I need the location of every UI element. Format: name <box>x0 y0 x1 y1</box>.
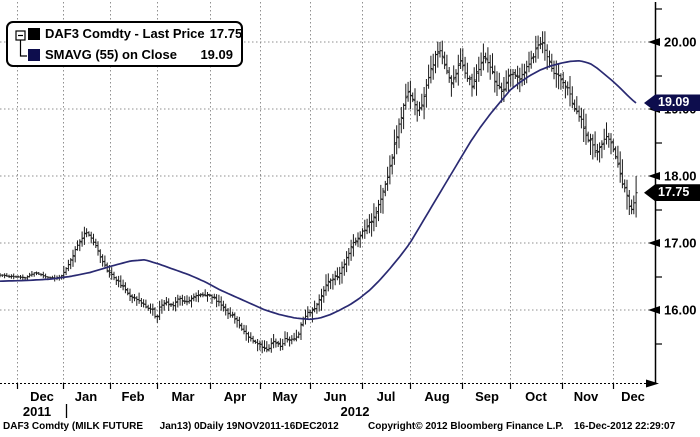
x-axis-year-label: 2011 <box>23 404 51 419</box>
x-axis-month-label: Jun <box>323 389 346 404</box>
smavg-line-path <box>0 59 637 321</box>
y-major-tick-arrow-icon <box>648 172 660 180</box>
x-axis-month-label: May <box>272 389 298 404</box>
footer-copyright: Copyright© 2012 Bloomberg Finance L.P. <box>368 421 564 432</box>
x-axis-arrow-icon <box>646 379 659 388</box>
x-axis-month-label: Nov <box>574 389 599 404</box>
last-price-badge: 17.75 <box>644 184 700 202</box>
x-axis-month-label: Oct <box>525 389 547 404</box>
y-major-tick-arrow-icon <box>648 38 660 46</box>
legend-value: 17.75 <box>209 26 243 41</box>
last-price-swatch <box>28 27 40 40</box>
y-axis-tick-label: 17.00 <box>664 236 697 251</box>
y-axis-tick-label: 20.00 <box>664 35 697 50</box>
smavg-line <box>0 59 637 321</box>
gridlines <box>0 2 655 383</box>
x-axis-month-label: Apr <box>224 389 246 404</box>
legend-value: 19.09 <box>200 47 233 62</box>
y-major-tick-arrow-icon <box>648 239 660 247</box>
smavg-swatch <box>28 48 40 61</box>
ohlc-bars <box>0 31 638 354</box>
legend-tree-expander-icon[interactable] <box>11 23 31 65</box>
legend-label: DAF3 Comdty - Last Price <box>45 26 205 41</box>
legend-row-last-price: DAF3 Comdty - Last Price 17.75 <box>8 23 243 44</box>
smavg-price-badge: 19.09 <box>644 94 700 112</box>
y-axis-tick-label: 16.00 <box>664 303 697 318</box>
x-axis-month-label: Dec <box>621 389 645 404</box>
ohlc-bars-path <box>0 31 638 354</box>
footer-timestamp: 16-Dec-2012 22:29:07 <box>574 421 676 432</box>
x-axis-month-label: Feb <box>121 389 144 404</box>
chart-legend[interactable]: DAF3 Comdty - Last Price 17.75 SMAVG (55… <box>6 21 243 67</box>
x-axis-month-label: Mar <box>171 389 194 404</box>
x-axis-year-label: 2012 <box>341 404 370 419</box>
x-axis-month-label: Dec <box>30 389 54 404</box>
legend-label: SMAVG (55) on Close <box>45 47 177 62</box>
footer-security-info: DAF3 Comdty (MILK FUTURE Jan13) 0Daily 1… <box>3 421 339 432</box>
x-axis-month-label: Jul <box>377 389 396 404</box>
legend-row-smavg: SMAVG (55) on Close 19.09 <box>8 44 241 65</box>
x-axis-month-label: Jan <box>75 389 97 404</box>
y-axis-tick-label: 18.00 <box>664 169 697 184</box>
x-axis-month-label: Sep <box>475 389 499 404</box>
y-major-tick-arrow-icon <box>648 306 660 314</box>
x-axis-month-label: Aug <box>424 389 449 404</box>
axis-labels: 20.0019.0018.0017.0016.00DecJanFebMarApr… <box>23 35 697 420</box>
